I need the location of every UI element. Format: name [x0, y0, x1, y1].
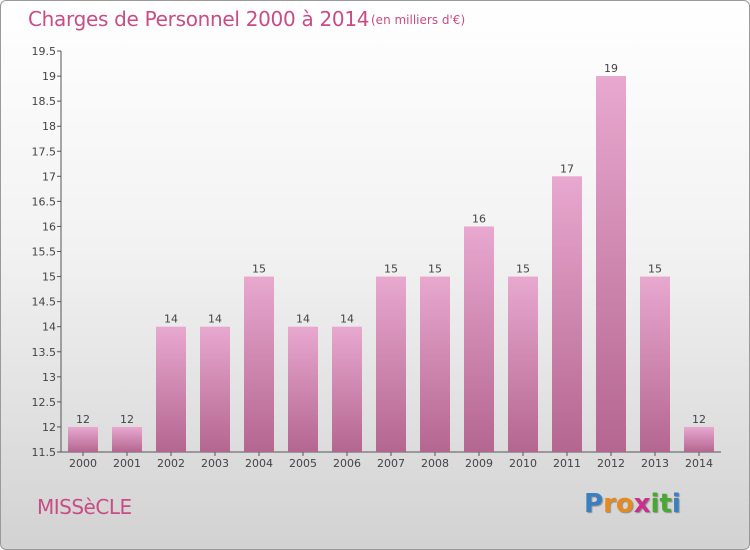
y-tick-label: 18	[42, 120, 56, 133]
x-tick-label: 2012	[597, 457, 625, 470]
bar-value-label: 12	[692, 413, 706, 426]
y-tick-label: 17.5	[32, 145, 57, 158]
logo-letter: i	[671, 489, 681, 519]
x-tick-label: 2008	[421, 457, 449, 470]
y-tick-label: 14.5	[32, 296, 57, 309]
logo-letter: t	[659, 489, 672, 519]
proxiti-logo: Proxiti	[584, 489, 681, 519]
bar	[464, 226, 494, 452]
logo-letter: r	[603, 489, 616, 519]
logo-letter: x	[633, 489, 651, 519]
bar	[112, 426, 142, 452]
x-tick-label: 2003	[201, 457, 229, 470]
x-tick-label: 2010	[509, 457, 537, 470]
bar-value-label: 14	[164, 313, 178, 326]
bar	[376, 276, 406, 452]
x-tick-label: 2011	[553, 457, 581, 470]
bar	[420, 276, 450, 452]
y-tick-label: 16.5	[32, 195, 57, 208]
chart-subtitle: (en milliers d'€)	[371, 13, 466, 27]
y-tick-label: 19	[42, 70, 56, 83]
y-tick-label: 18.5	[32, 95, 57, 108]
bar-value-label: 12	[76, 413, 90, 426]
bar-value-label: 15	[252, 263, 266, 276]
bar	[68, 426, 98, 452]
y-tick-label: 13.5	[32, 346, 57, 359]
x-tick-label: 2001	[113, 457, 141, 470]
bar-value-label: 15	[384, 263, 398, 276]
logo-letter: P	[584, 489, 604, 519]
bar	[640, 276, 670, 452]
commune-name: MISSèCLE	[37, 495, 132, 519]
x-tick-label: 2014	[685, 457, 713, 470]
bar-value-label: 19	[604, 62, 618, 75]
y-tick-label: 12	[42, 421, 56, 434]
logo-letter: i	[650, 489, 660, 519]
bar-value-label: 15	[648, 263, 662, 276]
x-tick-label: 2009	[465, 457, 493, 470]
bar	[156, 326, 186, 452]
bar	[684, 426, 714, 452]
y-tick-label: 12.5	[32, 396, 57, 409]
bar-value-label: 14	[296, 313, 310, 326]
bar-value-label: 12	[120, 413, 134, 426]
y-tick-label: 19.5	[32, 45, 57, 58]
logo-letter: o	[615, 489, 634, 519]
x-tick-label: 2002	[157, 457, 185, 470]
bar-value-label: 16	[472, 212, 486, 225]
bar	[200, 326, 230, 452]
y-tick-label: 11.5	[32, 446, 57, 459]
y-tick-label: 13	[42, 371, 56, 384]
x-tick-label: 2000	[69, 457, 97, 470]
y-tick-label: 16	[42, 220, 56, 233]
bar	[508, 276, 538, 452]
y-tick-label: 15	[42, 271, 56, 284]
y-tick-label: 14	[42, 321, 56, 334]
y-tick-label: 17	[42, 170, 56, 183]
bar	[244, 276, 274, 452]
chart-title: Charges de Personnel 2000 à 2014	[28, 7, 370, 31]
bar-value-label: 15	[428, 263, 442, 276]
x-tick-label: 2004	[245, 457, 273, 470]
x-tick-label: 2013	[641, 457, 669, 470]
x-tick-label: 2007	[377, 457, 405, 470]
bar-value-label: 14	[340, 313, 354, 326]
bar-value-label: 15	[516, 263, 530, 276]
bar-value-label: 14	[208, 313, 222, 326]
x-tick-label: 2005	[289, 457, 317, 470]
bar-value-label: 17	[560, 162, 574, 175]
bar	[288, 326, 318, 452]
bar	[332, 326, 362, 452]
bar	[552, 176, 582, 452]
bar	[596, 76, 626, 452]
y-tick-label: 15.5	[32, 246, 57, 259]
x-tick-label: 2006	[333, 457, 361, 470]
plot-area: 11.5 12 12.5 13 13.5 14 14.5 15 15.5 16 16.5 17 17.5…	[32, 45, 721, 470]
